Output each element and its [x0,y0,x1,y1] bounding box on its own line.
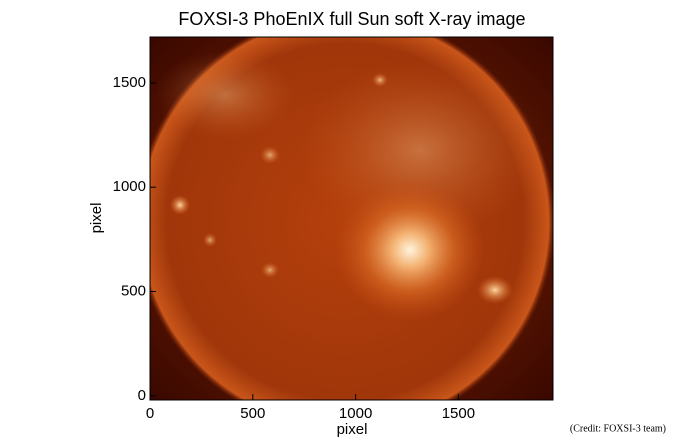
x-tick-label: 1500 [442,405,475,422]
y-tick-label: 1000 [113,178,146,195]
chart-title: FOXSI-3 PhoEnIX full Sun soft X-ray imag… [178,9,525,29]
x-tick-label: 500 [240,405,265,422]
x-axis-label: pixel [337,421,368,438]
credit-annotation: (Credit: FOXSI-3 team) [570,423,666,434]
y-tick-label: 0 [138,387,146,404]
y-tick-label: 500 [121,282,146,299]
x-tick-label: 0 [146,405,154,422]
y-axis-label: pixel [88,203,105,234]
y-tick-label: 1500 [113,74,146,91]
plot-frame [149,36,554,401]
solar-image [150,37,553,400]
x-tick-label: 1000 [339,405,372,422]
